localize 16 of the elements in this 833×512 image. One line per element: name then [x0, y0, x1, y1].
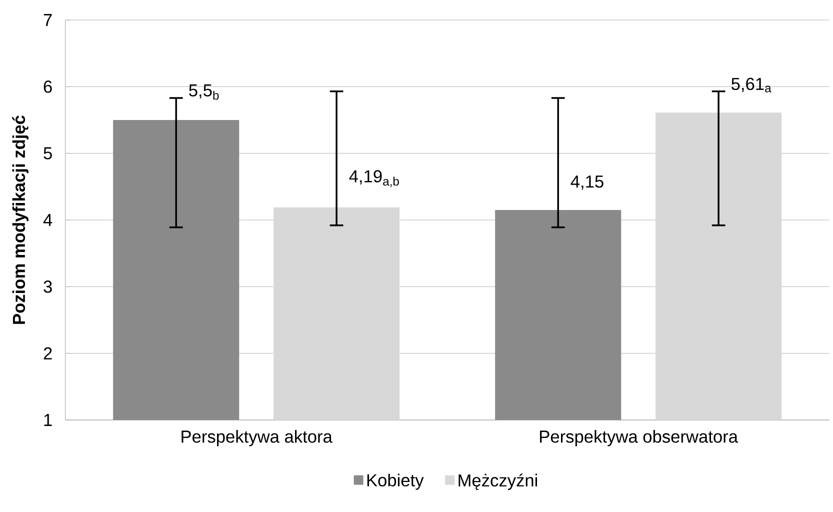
- y-tick-label: 2: [44, 347, 52, 360]
- y-tick-label: 4: [43, 214, 52, 226]
- data-label: 5,5$_{b}$: [189, 84, 219, 100]
- legend-label: Kobiety: [367, 474, 424, 490]
- y-tick-label: 5: [44, 147, 52, 160]
- y-tick-label: 1: [44, 414, 52, 426]
- x-tick-label: Perspektywa obserwatora: [540, 430, 738, 446]
- y-tick-label: 6: [44, 80, 52, 93]
- y-axis-title: Poziom modyfikacji zdjęć: [12, 116, 28, 324]
- x-tick-label: Perspektywa aktora: [182, 430, 332, 446]
- y-tick-label: 7: [44, 14, 52, 26]
- data-label: 4,15: [570, 176, 604, 190]
- data-label: 4,19$_{a,b}$: [349, 170, 399, 188]
- legend-label: Mężczyźni: [458, 474, 537, 490]
- y-tick-label: 3: [44, 280, 52, 293]
- data-label: 5,61$_{a}$: [732, 78, 772, 92]
